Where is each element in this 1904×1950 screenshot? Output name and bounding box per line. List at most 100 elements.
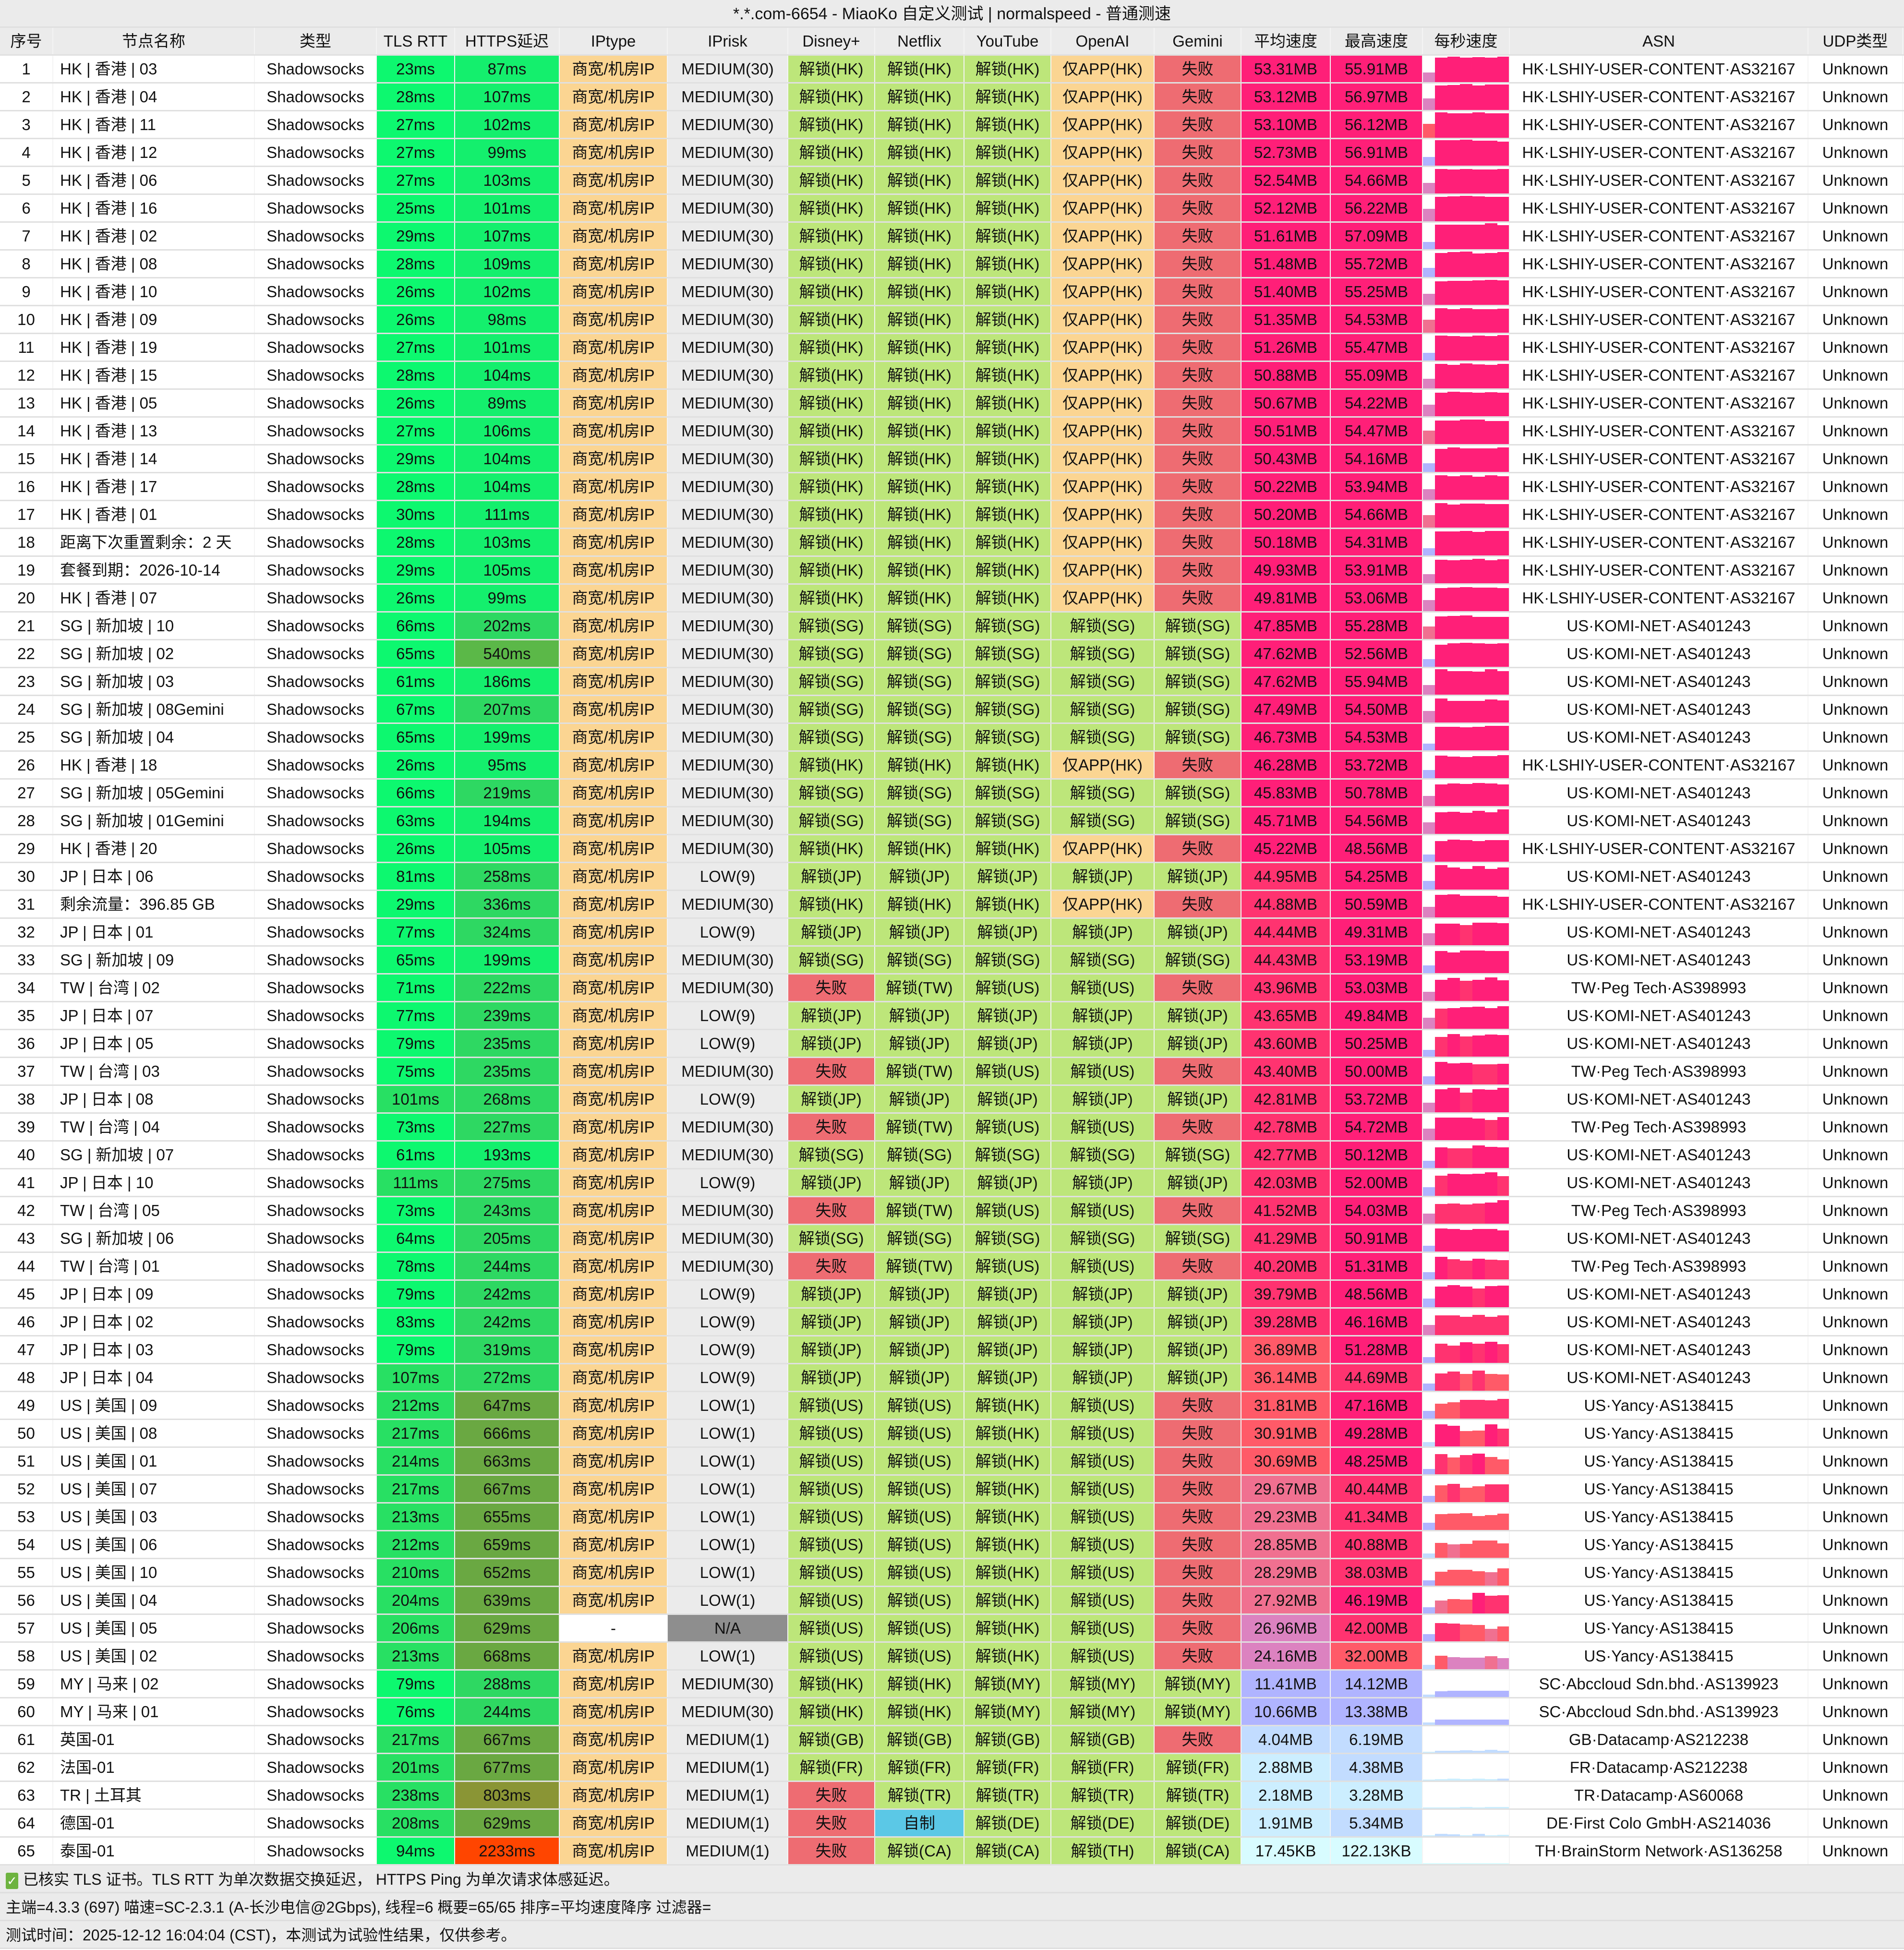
table-row[interactable]: 35 JP | 日本 | 07 Shadowsocks 77ms 239ms 商宽/机房I… xyxy=(0,1002,1904,1030)
table-row[interactable]: 11 HK | 香港 | 19 Shadowsocks 27ms 101ms 商宽/机房I… xyxy=(0,334,1904,362)
speed-bar xyxy=(1497,196,1509,221)
table-row[interactable]: 47 JP | 日本 | 03 Shadowsocks 79ms 319ms 商宽/机房I… xyxy=(0,1336,1904,1364)
table-row[interactable]: 17 HK | 香港 | 01 Shadowsocks 30ms 111ms 商宽/机房I… xyxy=(0,501,1904,529)
speed-bar xyxy=(1497,1399,1509,1419)
cell-iptype: 商宽/机房IP xyxy=(560,1810,668,1836)
table-row[interactable]: 42 TW | 台湾 | 05 Shadowsocks 73ms 243ms 商宽/机房I… xyxy=(0,1197,1904,1225)
table-row[interactable]: 31 剩余流量：396.85 GB Shadowsocks 29ms 336ms 商宽/机… xyxy=(0,891,1904,919)
speed-bar xyxy=(1472,1453,1485,1474)
cell-netflix: 解锁(TR) xyxy=(875,1782,964,1808)
table-row[interactable]: 19 套餐到期：2026-10-14 Shadowsocks 29ms 105ms 商宽/… xyxy=(0,557,1904,585)
table-row[interactable]: 55 US | 美国 | 10 Shadowsocks 210ms 652ms 商宽/机房… xyxy=(0,1559,1904,1587)
table-row[interactable]: 8 HK | 香港 | 08 Shadowsocks 28ms 109ms 商宽/机房IP… xyxy=(0,251,1904,278)
speed-bar xyxy=(1435,85,1447,110)
table-row[interactable]: 2 HK | 香港 | 04 Shadowsocks 28ms 107ms 商宽/机房IP… xyxy=(0,84,1904,111)
table-row[interactable]: 56 US | 美国 | 04 Shadowsocks 204ms 639ms 商宽/机房… xyxy=(0,1587,1904,1615)
table-row[interactable]: 7 HK | 香港 | 02 Shadowsocks 29ms 107ms 商宽/机房IP… xyxy=(0,223,1904,251)
cell-name: JP | 日本 | 07 xyxy=(53,1002,255,1029)
table-row[interactable]: 15 HK | 香港 | 14 Shadowsocks 29ms 104ms 商宽/机房I… xyxy=(0,445,1904,473)
table-row[interactable]: 59 MY | 马来 | 02 Shadowsocks 79ms 288ms 商宽/机房I… xyxy=(0,1671,1904,1698)
table-row[interactable]: 16 HK | 香港 | 17 Shadowsocks 28ms 104ms 商宽/机房I… xyxy=(0,473,1904,501)
table-row[interactable]: 30 JP | 日本 | 06 Shadowsocks 81ms 258ms 商宽/机房I… xyxy=(0,863,1904,891)
table-row[interactable]: 62 法国-01 Shadowsocks 201ms 677ms 商宽/机房IP MEDIU… xyxy=(0,1754,1904,1782)
table-row[interactable]: 54 US | 美国 | 06 Shadowsocks 212ms 659ms 商宽/机房… xyxy=(0,1531,1904,1559)
table-row[interactable]: 57 US | 美国 | 05 Shadowsocks 206ms 629ms - N/A 解… xyxy=(0,1615,1904,1643)
table-row[interactable]: 13 HK | 香港 | 05 Shadowsocks 26ms 89ms 商宽/机房IP… xyxy=(0,390,1904,418)
speed-bar xyxy=(1485,840,1497,862)
cell-max-speed: 54.25MB xyxy=(1331,863,1423,890)
table-row[interactable]: 29 HK | 香港 | 20 Shadowsocks 26ms 105ms 商宽/机房I… xyxy=(0,835,1904,863)
table-row[interactable]: 32 JP | 日本 | 01 Shadowsocks 77ms 324ms 商宽/机房I… xyxy=(0,919,1904,947)
table-row[interactable]: 38 JP | 日本 | 08 Shadowsocks 101ms 268ms 商宽/机房… xyxy=(0,1086,1904,1114)
table-row[interactable]: 6 HK | 香港 | 16 Shadowsocks 25ms 101ms 商宽/机房IP… xyxy=(0,195,1904,223)
table-row[interactable]: 43 SG | 新加坡 | 06 Shadowsocks 64ms 205ms 商宽/机房… xyxy=(0,1225,1904,1253)
table-row[interactable]: 26 HK | 香港 | 18 Shadowsocks 26ms 95ms 商宽/机房IP… xyxy=(0,752,1904,780)
table-row[interactable]: 53 US | 美国 | 03 Shadowsocks 213ms 655ms 商宽/机房… xyxy=(0,1504,1904,1531)
table-row[interactable]: 33 SG | 新加坡 | 09 Shadowsocks 65ms 199ms 商宽/机房… xyxy=(0,947,1904,975)
speed-bar xyxy=(1447,225,1460,249)
table-row[interactable]: 9 HK | 香港 | 10 Shadowsocks 26ms 102ms 商宽/机房IP… xyxy=(0,278,1904,306)
table-row[interactable]: 18 距离下次重置剩余：2 天 Shadowsocks 28ms 103ms 商宽/机房I… xyxy=(0,529,1904,557)
speed-bar xyxy=(1435,1036,1447,1057)
cell-index: 24 xyxy=(0,696,53,722)
table-row[interactable]: 21 SG | 新加坡 | 10 Shadowsocks 66ms 202ms 商宽/机房… xyxy=(0,613,1904,640)
table-row[interactable]: 34 TW | 台湾 | 02 Shadowsocks 71ms 222ms 商宽/机房I… xyxy=(0,975,1904,1002)
table-row[interactable]: 65 泰国-01 Shadowsocks 94ms 2233ms 商宽/机房IP MEDIU… xyxy=(0,1838,1904,1866)
cell-tls-rtt: 79ms xyxy=(377,1336,455,1363)
cell-per-second-speed xyxy=(1423,1838,1510,1864)
cell-max-speed: 54.31MB xyxy=(1331,529,1423,555)
table-row[interactable]: 12 HK | 香港 | 15 Shadowsocks 28ms 104ms 商宽/机房I… xyxy=(0,362,1904,390)
cell-disney: 解锁(HK) xyxy=(788,223,875,249)
speed-bar xyxy=(1497,1779,1509,1781)
speed-bar xyxy=(1447,252,1460,277)
table-row[interactable]: 46 JP | 日本 | 02 Shadowsocks 83ms 242ms 商宽/机房I… xyxy=(0,1309,1904,1336)
table-row[interactable]: 28 SG | 新加坡 | 01Gemini Shadowsocks 63ms 194m… xyxy=(0,807,1904,835)
speed-bar xyxy=(1485,1628,1497,1641)
speed-bar xyxy=(1435,196,1447,221)
table-row[interactable]: 25 SG | 新加坡 | 04 Shadowsocks 65ms 199ms 商宽/机房… xyxy=(0,724,1904,752)
cell-name: SG | 新加坡 | 07 xyxy=(53,1142,255,1168)
table-row[interactable]: 41 JP | 日本 | 10 Shadowsocks 111ms 275ms 商宽/机房… xyxy=(0,1169,1904,1197)
cell-per-second-speed xyxy=(1423,724,1510,750)
table-row[interactable]: 58 US | 美国 | 02 Shadowsocks 213ms 668ms 商宽/机房… xyxy=(0,1643,1904,1671)
table-row[interactable]: 52 US | 美国 | 07 Shadowsocks 217ms 667ms 商宽/机房… xyxy=(0,1476,1904,1504)
table-row[interactable]: 49 US | 美国 | 09 Shadowsocks 212ms 647ms 商宽/机房… xyxy=(0,1392,1904,1420)
table-row[interactable]: 27 SG | 新加坡 | 05Gemini Shadowsocks 66ms 219m… xyxy=(0,780,1904,807)
table-row[interactable]: 63 TR | 土耳其 Shadowsocks 238ms 803ms 商宽/机房IP ME… xyxy=(0,1782,1904,1810)
table-row[interactable]: 64 德国-01 Shadowsocks 208ms 629ms 商宽/机房IP MEDIU… xyxy=(0,1810,1904,1838)
table-row[interactable]: 39 TW | 台湾 | 04 Shadowsocks 73ms 227ms 商宽/机房I… xyxy=(0,1114,1904,1142)
table-row[interactable]: 1 HK | 香港 | 03 Shadowsocks 23ms 87ms 商宽/机房IP M… xyxy=(0,56,1904,84)
speed-bar xyxy=(1435,253,1447,277)
cell-per-second-speed xyxy=(1423,167,1510,193)
cell-https-latency: 244ms xyxy=(455,1698,560,1725)
cell-name: TW | 台湾 | 04 xyxy=(53,1114,255,1140)
table-row[interactable]: 51 US | 美国 | 01 Shadowsocks 214ms 663ms 商宽/机房… xyxy=(0,1448,1904,1476)
table-row[interactable]: 3 HK | 香港 | 11 Shadowsocks 27ms 102ms 商宽/机房IP… xyxy=(0,111,1904,139)
cell-disney: 失败 xyxy=(788,1058,875,1084)
speed-bar xyxy=(1472,477,1485,500)
cell-type: Shadowsocks xyxy=(255,640,377,667)
table-row[interactable]: 61 英国-01 Shadowsocks 217ms 667ms 商宽/机房IP MEDIU… xyxy=(0,1726,1904,1754)
table-row[interactable]: 24 SG | 新加坡 | 08Gemini Shadowsocks 67ms 207m… xyxy=(0,696,1904,724)
table-row[interactable]: 44 TW | 台湾 | 01 Shadowsocks 78ms 244ms 商宽/机房I… xyxy=(0,1253,1904,1281)
cell-openai: 解锁(JP) xyxy=(1051,1002,1155,1029)
table-row[interactable]: 48 JP | 日本 | 04 Shadowsocks 107ms 272ms 商宽/机房… xyxy=(0,1364,1904,1392)
table-row[interactable]: 45 JP | 日本 | 09 Shadowsocks 79ms 242ms 商宽/机房I… xyxy=(0,1281,1904,1309)
table-row[interactable]: 14 HK | 香港 | 13 Shadowsocks 27ms 106ms 商宽/机房I… xyxy=(0,418,1904,445)
cell-disney: 失败 xyxy=(788,1810,875,1836)
table-row[interactable]: 20 HK | 香港 | 07 Shadowsocks 26ms 99ms 商宽/机房IP… xyxy=(0,585,1904,613)
table-row[interactable]: 40 SG | 新加坡 | 07 Shadowsocks 61ms 193ms 商宽/机房… xyxy=(0,1142,1904,1169)
table-row[interactable]: 4 HK | 香港 | 12 Shadowsocks 27ms 99ms 商宽/机房IP M… xyxy=(0,139,1904,167)
table-row[interactable]: 23 SG | 新加坡 | 03 Shadowsocks 61ms 186ms 商宽/机房… xyxy=(0,668,1904,696)
table-row[interactable]: 60 MY | 马来 | 01 Shadowsocks 76ms 244ms 商宽/机房I… xyxy=(0,1698,1904,1726)
speed-bar xyxy=(1460,1092,1472,1112)
table-row[interactable]: 37 TW | 台湾 | 03 Shadowsocks 75ms 235ms 商宽/机房I… xyxy=(0,1058,1904,1086)
table-row[interactable]: 36 JP | 日本 | 05 Shadowsocks 79ms 235ms 商宽/机房I… xyxy=(0,1030,1904,1058)
cell-max-speed: 48.25MB xyxy=(1331,1448,1423,1474)
speed-bar xyxy=(1447,1690,1460,1697)
table-row[interactable]: 22 SG | 新加坡 | 02 Shadowsocks 65ms 540ms 商宽/机房… xyxy=(0,640,1904,668)
table-row[interactable]: 5 HK | 香港 | 06 Shadowsocks 27ms 103ms 商宽/机房IP… xyxy=(0,167,1904,195)
table-row[interactable]: 50 US | 美国 | 08 Shadowsocks 217ms 666ms 商宽/机房… xyxy=(0,1420,1904,1448)
speed-sparkline xyxy=(1423,1643,1509,1669)
table-row[interactable]: 10 HK | 香港 | 09 Shadowsocks 26ms 98ms 商宽/机房IP… xyxy=(0,306,1904,334)
